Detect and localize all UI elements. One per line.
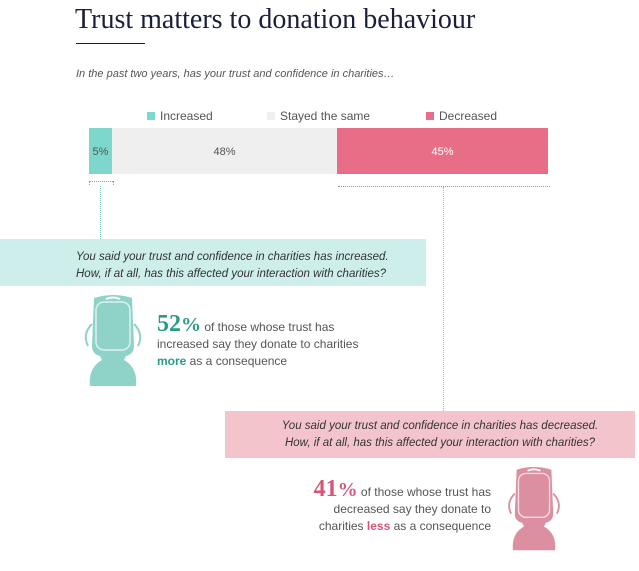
legend-label-increased: Increased — [160, 109, 213, 123]
decreased-stat-line2: decreased say they donate to — [333, 502, 491, 516]
decreased-stat-emphasis: less — [366, 519, 391, 533]
connector-increased — [100, 186, 101, 239]
decreased-question-line1: You said your trust and confidence in ch… — [281, 420, 599, 432]
donation-jar-icon — [508, 467, 560, 551]
decreased-stat-line3-rest: as a consequence — [390, 519, 491, 533]
donation-jar-icon — [84, 295, 142, 386]
decreased-stat-digits: 41 — [313, 476, 338, 502]
decreased-stat-number: 41% — [314, 476, 358, 502]
bar-segment-decreased — [337, 128, 548, 174]
increased-stat-line2: increased say they donate to charities — [157, 337, 359, 351]
bracket-increased — [89, 181, 113, 182]
legend-swatch-decreased — [426, 112, 434, 120]
increased-stat-line1: of those whose trust has — [201, 320, 335, 334]
increased-stat-percent: % — [181, 314, 201, 336]
legend-label-decreased: Decreased — [439, 109, 498, 123]
page-title: Trust matters to donation behaviour — [75, 4, 476, 35]
increased-stat-emphasis: more — [157, 354, 187, 368]
bracket-decreased — [338, 186, 550, 187]
increased-stat-digits: 52 — [157, 311, 181, 337]
decreased-stat: 41% of those whose trust has decreased s… — [314, 477, 491, 535]
increased-question-panel: You said your trust and confidence in ch… — [0, 239, 426, 286]
increased-stat-line3-rest: as a consequence — [186, 354, 288, 368]
decreased-stat-percent: % — [337, 479, 358, 501]
legend-label-stayed: Stayed the same — [280, 109, 371, 123]
bar-label-increased: 5% — [92, 146, 109, 158]
survey-question: In the past two years, has your trust an… — [76, 68, 395, 80]
bar-segment-increased — [89, 128, 112, 174]
decreased-stat-line1: of those whose trust has — [357, 485, 491, 499]
legend-item-stayed: Stayed the same — [267, 109, 370, 123]
increased-stat-line3: more as a consequence — [157, 353, 358, 370]
decreased-question-line2: How, if at all, has this affected your i… — [284, 437, 595, 449]
increased-stat: 52% of those whose trust has increased s… — [157, 312, 359, 370]
decreased-stat-line3: charities less as a consequence — [314, 518, 491, 535]
title-underline — [76, 43, 145, 44]
bar-label-decreased: 45% — [431, 146, 454, 158]
bar-segment-stayed — [112, 128, 337, 174]
connector-decreased — [443, 187, 444, 411]
bracket-increased-right — [113, 181, 114, 185]
legend-item-increased: Increased — [147, 109, 213, 123]
increased-stat-number: 52% — [157, 311, 201, 337]
decreased-stat-line3-pre: charities — [318, 519, 367, 533]
legend-swatch-stayed — [267, 112, 275, 120]
legend-swatch-increased — [147, 112, 155, 120]
decreased-question-panel: You said your trust and confidence in ch… — [225, 411, 635, 458]
increased-question-line2: How, if at all, has this affected your i… — [76, 268, 387, 280]
bar-label-stayed: 48% — [213, 146, 236, 158]
legend-item-decreased: Decreased — [426, 109, 497, 123]
increased-question-line1: You said your trust and confidence in ch… — [76, 251, 389, 263]
bracket-increased-left — [89, 181, 90, 185]
